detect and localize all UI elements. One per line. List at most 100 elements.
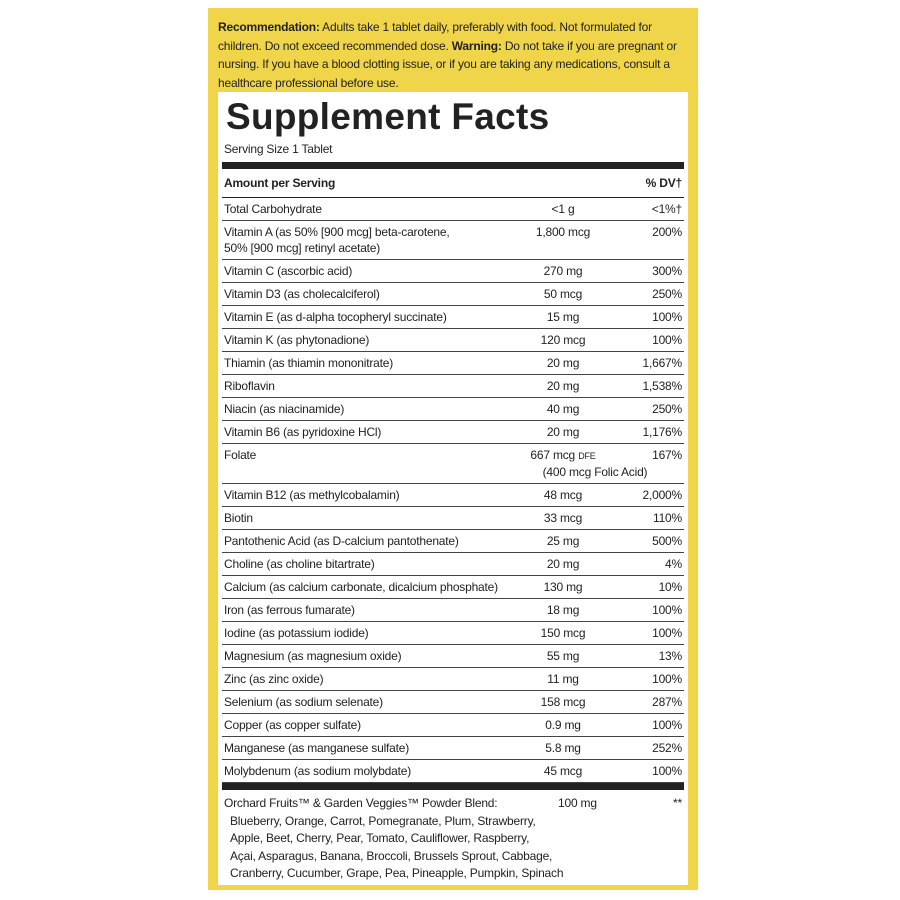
nutrient-name: Zinc (as zinc oxide) bbox=[224, 672, 324, 686]
amount-value: 48 mcg bbox=[543, 488, 583, 502]
nutrient-amount: 33 mcg bbox=[508, 510, 618, 526]
nutrient-name: Magnesium (as magnesium oxide) bbox=[224, 649, 402, 663]
nutrient-dv: 1,667% bbox=[642, 356, 683, 370]
amount-value: 11 mg bbox=[547, 672, 579, 686]
nutrient-row: Copper (as copper sulfate) 0.9 mg 100% bbox=[222, 714, 684, 737]
blend-row: Orchard Fruits™ & Garden Veggies™ Powder… bbox=[224, 795, 682, 813]
blend: Orchard Fruits™ & Garden Veggies™ Powder… bbox=[222, 790, 684, 888]
nutrient-row: Zinc (as zinc oxide) 11 mg 100% bbox=[222, 668, 684, 691]
nutrient-name-line: Vitamin A (as 50% [900 mcg] beta-caroten… bbox=[224, 225, 450, 239]
nutrient-row: Iodine (as potassium iodide) 150 mcg 100% bbox=[222, 622, 684, 645]
nutrient-row: Thiamin (as thiamin mononitrate) 20 mg 1,6… bbox=[222, 352, 684, 375]
nutrient-amount: 50 mcg bbox=[508, 286, 618, 302]
nutrient-name: Copper (as copper sulfate) bbox=[224, 718, 361, 732]
nutrient-row: Vitamin D3 (as cholecalciferol) 50 mcg 250… bbox=[222, 283, 684, 306]
nutrient-row: Total Carbohydrate <1 g <1%† bbox=[222, 198, 684, 221]
nutrient-dv: 100% bbox=[652, 310, 682, 324]
nutrient-name: Riboflavin bbox=[224, 379, 275, 393]
warning-text: Do not take if you are pregnant or nursi… bbox=[218, 38, 677, 90]
nutrient-row: Vitamin K (as phytonadione) 120 mcg 100% bbox=[222, 329, 684, 352]
blend-name: Orchard Fruits™ & Garden Veggies™ Powder… bbox=[224, 796, 498, 810]
serving-size: Serving Size 1 Tablet bbox=[224, 142, 333, 156]
amount-value: 20 mg bbox=[546, 356, 580, 370]
nutrient-name: Iron (as ferrous fumarate) bbox=[224, 603, 355, 617]
nutrient-row: Vitamin B12 (as methylcobalamin) 48 mcg 2,… bbox=[222, 484, 684, 507]
nutrient-row: Selenium (as sodium selenate) 158 mcg 287% bbox=[222, 691, 684, 714]
recommendation-text: Adults take 1 tablet daily, preferably w… bbox=[218, 20, 652, 53]
amount-value: 40 mg bbox=[546, 402, 580, 416]
nutrient-amount: 158 mcg bbox=[508, 694, 618, 710]
nutrient-dv: 13% bbox=[658, 649, 683, 663]
nutrient-dv: 1,538% bbox=[642, 379, 683, 393]
nutrient-row: Magnesium (as magnesium oxide) 55 mg 13% bbox=[222, 645, 684, 668]
amount-value: <1 g bbox=[551, 202, 575, 216]
facts-box: Supplement Facts Serving Size 1 Tablet A… bbox=[218, 92, 688, 885]
nutrient-row: Niacin (as niacinamide) 40 mg 250% bbox=[222, 398, 684, 421]
nutrient-dv: 200% bbox=[652, 225, 682, 239]
amount-value: 130 mg bbox=[543, 580, 583, 594]
nutrient-name: Vitamin K (as phytonadione) bbox=[224, 333, 370, 347]
nutrient-row: Vitamin E (as d-alpha tocopheryl succina… bbox=[222, 306, 684, 329]
label-panel: Recommendation: Adults take 1 tablet dai… bbox=[208, 8, 698, 890]
amount-value: 20 mg bbox=[546, 557, 580, 571]
nutrient-dv: 100% bbox=[652, 603, 682, 617]
nutrient-name: Vitamin B12 (as methylcobalamin) bbox=[224, 488, 400, 502]
nutrient-name: Choline (as choline bitartrate) bbox=[224, 557, 375, 571]
nutrient-amount: 0.9 mg bbox=[508, 717, 618, 733]
blend-ingredients: Apple, Beet, Cherry, Pear, Tomato, Cauli… bbox=[230, 831, 530, 845]
nutrient-row: Vitamin C (ascorbic acid) 270 mg 300% bbox=[222, 260, 684, 283]
nutrient-dv: 300% bbox=[652, 264, 682, 278]
nutrient-name-line: 50% [900 mcg] retinyl acetate) bbox=[224, 241, 381, 255]
nutrient-row: Biotin 33 mcg 110% bbox=[222, 507, 684, 530]
nutrient-amount: 667 mcg DFE bbox=[508, 447, 618, 464]
nutrient-dv: 100% bbox=[652, 764, 682, 778]
nutrient-amount: 45 mcg bbox=[508, 763, 618, 779]
nutrient-dv: 4% bbox=[665, 557, 682, 571]
nutrient-dv: <1%† bbox=[651, 202, 682, 216]
blend-amount: 100 mg bbox=[558, 796, 597, 810]
nutrient-name: Manganese (as manganese sulfate) bbox=[224, 741, 410, 755]
nutrient-dv: 250% bbox=[652, 402, 682, 416]
nutrient-name: Pantothenic Acid (as D-calcium pantothen… bbox=[224, 534, 459, 548]
amount-value: 15 mg bbox=[546, 310, 580, 324]
nutrient-dv: 110% bbox=[652, 511, 682, 525]
amount-note: (400 mcg Folic Acid) bbox=[542, 465, 648, 479]
nutrient-row: Folate 667 mcg DFE 167% (400 mcg Folic Acid… bbox=[222, 444, 684, 484]
nutrient-name: Iodine (as potassium iodide) bbox=[224, 626, 369, 640]
nutrient-name: Thiamin (as thiamin mononitrate) bbox=[224, 356, 394, 370]
nutrient-name: Vitamin D3 (as cholecalciferol) bbox=[224, 287, 380, 301]
nutrient-amount: 270 mg bbox=[508, 263, 618, 279]
nutrient-name: Vitamin C (ascorbic acid) bbox=[224, 264, 353, 278]
amount-value: 18 mg bbox=[546, 603, 580, 617]
thick-rule bbox=[222, 162, 684, 169]
amount-value: 5.8 mg bbox=[545, 741, 581, 755]
nutrient-dv: 250% bbox=[652, 287, 682, 301]
nutrient-amount: 20 mg bbox=[508, 355, 618, 371]
nutrient-amount: 18 mg bbox=[508, 602, 618, 618]
nutrient-name: Folate bbox=[224, 448, 257, 462]
nutrient-row: Riboflavin 20 mg 1,538% bbox=[222, 375, 684, 398]
nutrient-name: Vitamin E (as d-alpha tocopheryl succina… bbox=[224, 310, 447, 324]
spacer bbox=[224, 464, 508, 480]
blend-dv: ** bbox=[673, 796, 682, 810]
notice: Recommendation: Adults take 1 tablet dai… bbox=[218, 18, 688, 92]
nutrient-row: Vitamin A (as 50% [900 mcg] beta-caroten… bbox=[222, 221, 684, 260]
amount-value: 667 mcg bbox=[530, 448, 576, 462]
blend-ingredients: Blueberry, Orange, Carrot, Pomegranate, … bbox=[230, 813, 536, 828]
nutrient-dv: 2,000% bbox=[642, 488, 683, 502]
nutrient-name: Total Carbohydrate bbox=[224, 202, 322, 216]
amount-value: 20 mg bbox=[546, 379, 580, 393]
nutrient-dv: 10% bbox=[658, 580, 683, 594]
nutrient-dv: 100% bbox=[652, 626, 682, 640]
nutrient-row: Molybdenum (as sodium molybdate) 45 mcg 10… bbox=[222, 760, 684, 783]
nutrient-dv: 100% bbox=[652, 333, 682, 347]
nutrient-name: Molybdenum (as sodium molybdate) bbox=[224, 764, 412, 778]
nutrient-row: Pantothenic Acid (as D-calcium pantothen… bbox=[222, 530, 684, 553]
nutrient-amount: 11 mg bbox=[508, 671, 618, 687]
nutrient-row: Manganese (as manganese sulfate) 5.8 mg 25… bbox=[222, 737, 684, 760]
nutrient-dv: 167% bbox=[652, 448, 682, 462]
amount-value: 1,800 mcg bbox=[535, 225, 591, 239]
nutrient-name: Niacin (as niacinamide) bbox=[224, 402, 345, 416]
nutrient-row: Choline (as choline bitartrate) 20 mg 4% bbox=[222, 553, 684, 576]
nutrient-name: Vitamin B6 (as pyridoxine HCl) bbox=[224, 425, 382, 439]
